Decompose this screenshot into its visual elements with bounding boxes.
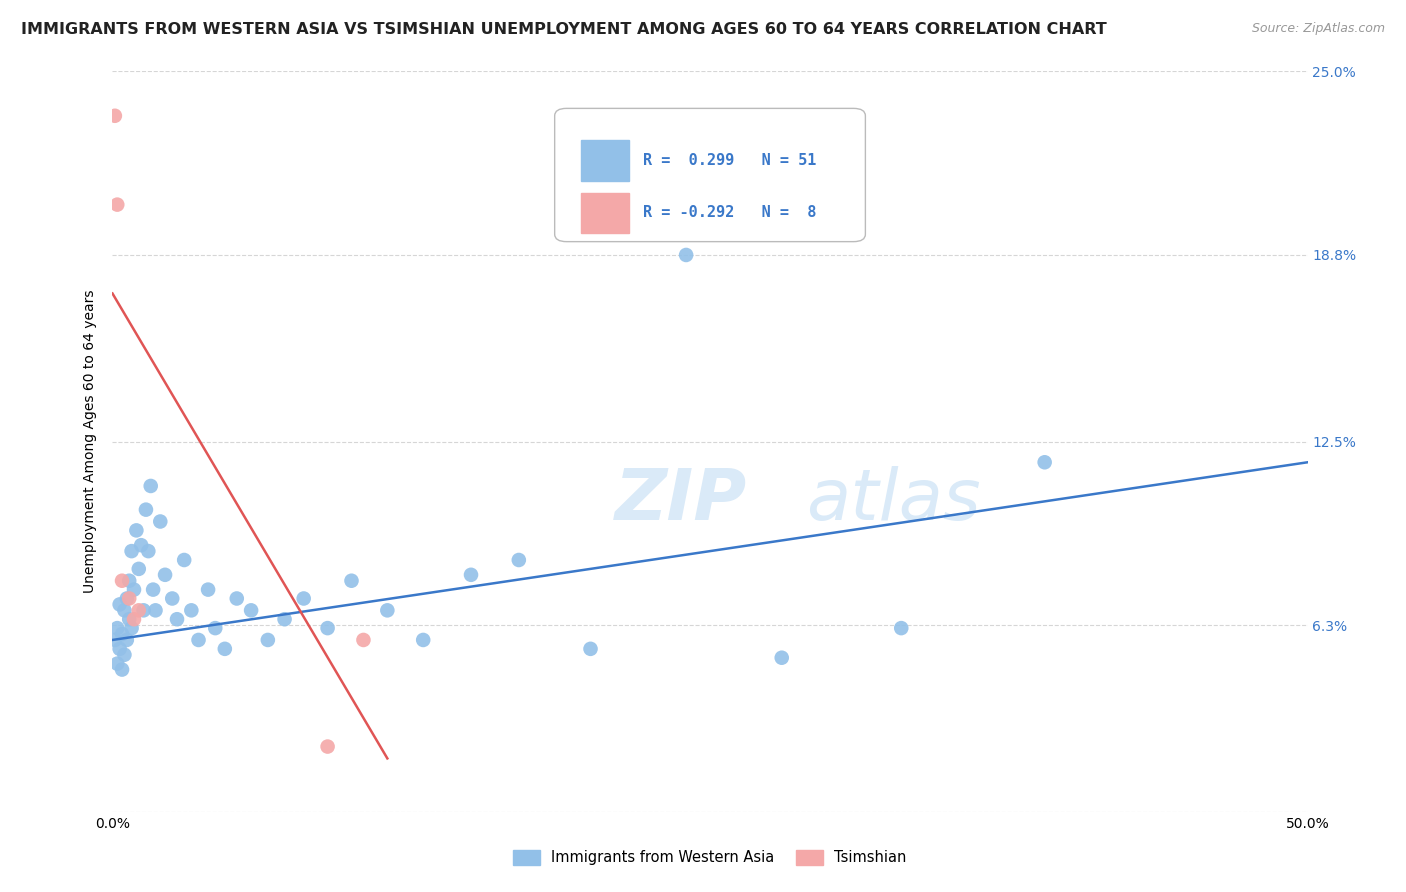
Point [377,603,399,617]
Point [108,641,131,656]
Point [340,574,363,588]
Point [890,621,912,635]
Point [122,612,145,626]
Point [122,582,145,597]
Point [292,591,315,606]
Point [111,627,134,641]
Point [114,603,135,617]
Point [129,538,152,552]
Point [460,567,482,582]
Point [115,591,138,606]
Point [257,632,280,647]
Point [770,650,793,665]
Text: R =  0.299   N = 51: R = 0.299 N = 51 [643,153,817,169]
Point [142,582,165,597]
Point [114,648,135,662]
Y-axis label: Unemployment Among Ages 60 to 64 years: Unemployment Among Ages 60 to 64 years [83,290,97,593]
Point [197,582,219,597]
Point [139,479,162,493]
Point [214,641,236,656]
Point [1033,455,1056,469]
Point [111,574,134,588]
Point [162,591,183,606]
Point [135,502,157,516]
Point [105,621,128,635]
Point [508,553,530,567]
Point [145,603,167,617]
Point [225,591,247,606]
Text: ZIP: ZIP [614,467,747,535]
Point [240,603,263,617]
Point [187,632,209,647]
Legend: Immigrants from Western Asia, Tsimshian: Immigrants from Western Asia, Tsimshian [508,844,912,871]
Text: IMMIGRANTS FROM WESTERN ASIA VS TSIMSHIAN UNEMPLOYMENT AMONG AGES 60 TO 64 YEARS: IMMIGRANTS FROM WESTERN ASIA VS TSIMSHIA… [21,22,1107,37]
FancyBboxPatch shape [554,109,866,242]
Point [675,248,697,262]
Point [121,544,143,558]
Point [118,612,141,626]
Point [104,632,127,647]
Point [180,603,202,617]
Point [108,598,131,612]
Text: Source: ZipAtlas.com: Source: ZipAtlas.com [1251,22,1385,36]
Point [132,603,155,617]
Point [166,612,188,626]
Point [115,632,138,647]
Point [125,524,148,538]
Point [173,553,195,567]
Point [149,515,172,529]
Point [118,591,141,606]
Point [121,621,143,635]
Point [273,612,295,626]
Text: R = -0.292   N =  8: R = -0.292 N = 8 [643,205,817,220]
Point [204,621,226,635]
Point [104,109,127,123]
Point [316,621,339,635]
Point [128,562,150,576]
Point [105,657,128,671]
Point [128,603,150,617]
Point [579,641,602,656]
Point [412,632,434,647]
Point [111,663,134,677]
Point [153,567,176,582]
Point [138,544,160,558]
Point [118,574,141,588]
Point [105,197,128,211]
Bar [581,140,628,181]
Text: atlas: atlas [806,467,980,535]
Point [316,739,339,754]
Bar [581,193,628,234]
Point [352,632,374,647]
